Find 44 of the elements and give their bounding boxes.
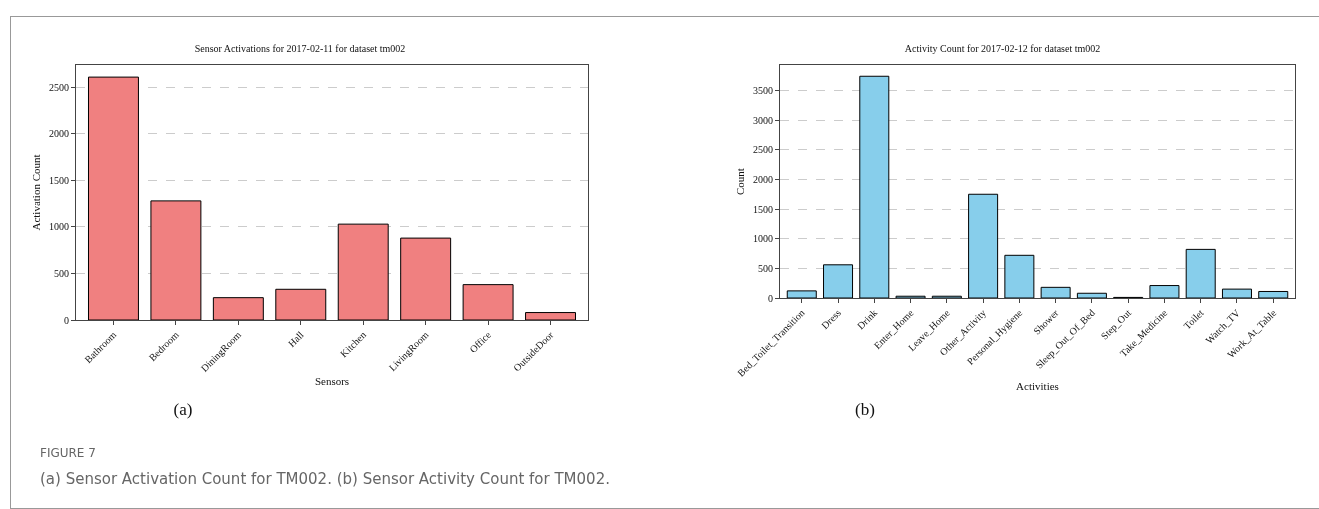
bar bbox=[462, 284, 514, 320]
bar bbox=[87, 76, 139, 320]
bar bbox=[1258, 290, 1289, 298]
bar bbox=[1221, 288, 1252, 298]
y-tick-label: 0 bbox=[64, 314, 69, 326]
bar bbox=[968, 193, 999, 298]
text: (a) Sensor Activation Count for TM002. (b) Sensor Activity Count for TM002. bbox=[40, 470, 610, 488]
chart-title: Activity Count for 2017-02-12 for dataset tm002 bbox=[904, 43, 1101, 55]
y-tick-label: 2500 bbox=[49, 81, 69, 93]
bar bbox=[786, 290, 817, 298]
y-tick-label: 3000 bbox=[753, 114, 773, 126]
y-tick-label: 0 bbox=[768, 292, 773, 304]
y-axis-title: Activation Count bbox=[29, 154, 42, 231]
bar bbox=[337, 223, 389, 320]
bar bbox=[1004, 254, 1035, 298]
bar bbox=[1149, 285, 1180, 298]
y-tick-label: 1000 bbox=[753, 233, 773, 245]
bar bbox=[525, 312, 577, 320]
bar bbox=[400, 237, 452, 320]
y-tick-label: 2000 bbox=[753, 173, 773, 185]
caption: FIGURE 7 bbox=[40, 446, 96, 460]
bar bbox=[1076, 292, 1107, 298]
y-tick-label: 500 bbox=[758, 262, 773, 274]
x-axis-title: Sensors bbox=[314, 375, 350, 388]
bar bbox=[823, 264, 854, 298]
y-tick-label: 2500 bbox=[753, 144, 773, 156]
text: (a) bbox=[173, 400, 193, 420]
y-tick-label: 2000 bbox=[49, 128, 69, 140]
bar bbox=[1040, 286, 1071, 298]
y-tick-label: 1000 bbox=[49, 221, 69, 233]
y-axis-title: Count bbox=[733, 168, 746, 195]
bar bbox=[1185, 248, 1216, 298]
bar bbox=[212, 297, 264, 320]
chart-title: Sensor Activations for 2017-02-11 for dataset tm002 bbox=[194, 43, 406, 55]
y-tick-label: 1500 bbox=[753, 203, 773, 215]
bar bbox=[275, 288, 327, 320]
y-tick-label: 500 bbox=[54, 267, 69, 279]
x-axis-title: Activities bbox=[1016, 379, 1059, 392]
text: (b) bbox=[855, 400, 875, 420]
bar bbox=[150, 200, 202, 320]
y-tick-label: 1500 bbox=[49, 174, 69, 186]
x-tick-label: Hall bbox=[285, 329, 306, 350]
y-tick-label: 3500 bbox=[753, 84, 773, 96]
bar bbox=[859, 75, 890, 298]
